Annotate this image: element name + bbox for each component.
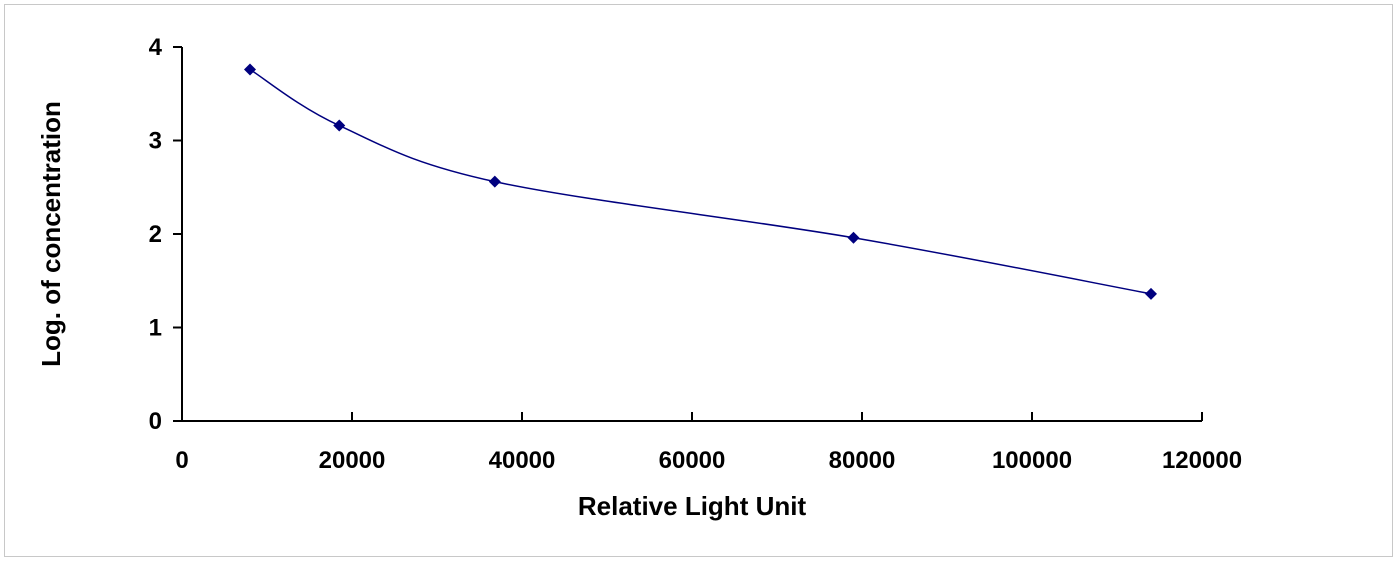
axes — [181, 47, 1202, 422]
chart-frame — [4, 4, 1393, 557]
y-tick-label: 3 — [149, 128, 162, 155]
data-point — [488, 175, 501, 188]
x-tick-label: 40000 — [489, 447, 556, 474]
data-point — [333, 119, 346, 132]
x-ticks: 0 20000 40000 60000 80000 100000 120000 — [175, 412, 1242, 474]
data-point — [847, 231, 860, 244]
y-tick-label: 0 — [149, 408, 162, 435]
y-tick-label: 2 — [149, 221, 162, 248]
y-tick-label: 1 — [149, 315, 162, 342]
x-axis-title: Relative Light Unit — [578, 491, 807, 521]
x-tick-label: 120000 — [1162, 447, 1242, 474]
x-tick-label: 80000 — [829, 447, 896, 474]
data-point — [1145, 287, 1157, 300]
y-ticks: 0 1 2 3 4 — [149, 34, 182, 435]
y-axis-title: Log. of concentration — [36, 101, 66, 367]
x-tick-label: 20000 — [319, 447, 386, 474]
series-points — [244, 63, 1157, 300]
data-point — [244, 63, 256, 76]
x-tick-label: 0 — [175, 447, 188, 474]
series-curve — [249, 68, 1152, 295]
y-tick-label: 4 — [149, 34, 163, 61]
x-tick-label: 60000 — [659, 447, 726, 474]
x-tick-label: 100000 — [992, 447, 1072, 474]
